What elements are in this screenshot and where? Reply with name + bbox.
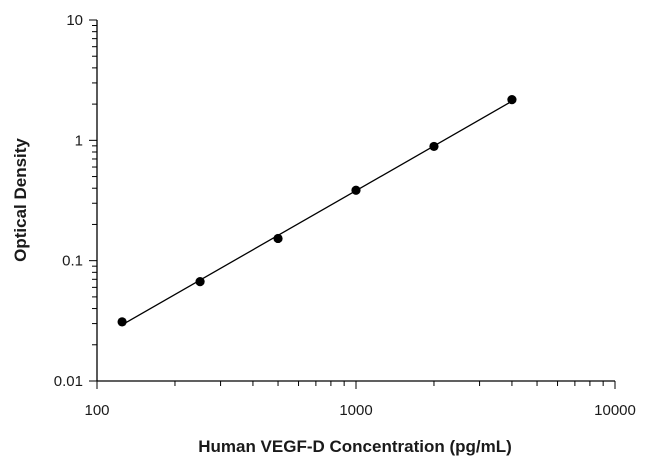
data-point (195, 276, 205, 287)
x-axis-title: Human VEGF-D Concentration (pg/mL) (198, 437, 512, 456)
fit-line (121, 100, 513, 326)
data-point (507, 95, 517, 105)
x-tick-label: 10000 (594, 402, 636, 419)
data-point (117, 317, 127, 327)
y-tick-label: 0.1 (62, 253, 83, 270)
x-axis-tick-labels: 100 1000 10000 (84, 402, 635, 419)
plot-area: 100 1000 10000 0.01 0.1 1 10 (54, 12, 636, 419)
data-point (351, 185, 361, 195)
x-axis-ticks (96, 381, 616, 389)
y-tick-label: 0.01 (54, 373, 83, 390)
data-point (273, 233, 283, 244)
fit-lines (121, 100, 513, 326)
data-point (429, 141, 439, 152)
x-tick-label: 100 (84, 402, 109, 419)
y-tick-label: 10 (66, 12, 83, 29)
x-tick-label: 1000 (339, 402, 372, 419)
y-axis-ticks (89, 19, 97, 382)
y-tick-label: 1 (75, 132, 83, 149)
data-points (117, 95, 517, 327)
y-axis-title: Optical Density (11, 138, 30, 262)
y-axis-tick-labels: 0.01 0.1 1 10 (54, 12, 83, 390)
